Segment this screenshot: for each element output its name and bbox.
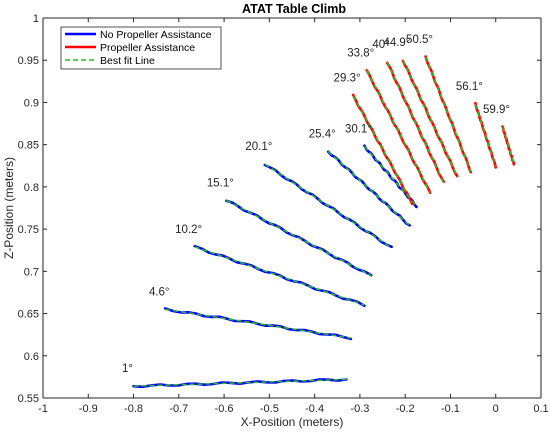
angle-label: 56.1° (456, 81, 483, 93)
legend-label-fit: Best fit Line (100, 55, 155, 67)
x-tick-label: -0.2 (396, 403, 415, 415)
x-tick-label: -0.6 (215, 403, 234, 415)
x-tick-label: 0.1 (533, 403, 548, 415)
best-fit-line (402, 59, 458, 178)
series-7 (351, 93, 414, 205)
y-axis-label: Z-Position (meters) (2, 157, 16, 259)
series-9 (385, 61, 445, 184)
angle-label: 29.3° (334, 73, 361, 85)
best-fit-line (226, 199, 372, 277)
y-tick-label: 1 (33, 13, 39, 25)
x-tick-label: -1 (38, 403, 48, 415)
best-fit-line (327, 150, 411, 227)
best-fit-line (264, 163, 393, 249)
angle-label: 59.9° (483, 104, 510, 116)
best-fit-line (424, 56, 472, 172)
x-tick-label: -0.3 (350, 403, 369, 415)
y-tick-label: 0.6 (24, 351, 39, 363)
x-tick-label: -0.1 (441, 403, 460, 415)
best-fit-line (366, 70, 431, 194)
best-fit-line (501, 126, 515, 165)
series-0 (132, 378, 348, 389)
best-fit-line (165, 308, 351, 339)
x-tick-label: -0.4 (305, 403, 324, 415)
series-5 (326, 150, 411, 227)
ticks: -1 -0.9 -0.8 -0.7 -0.6 -0.5 -0.4 -0.3 -0.2 -0.1 0 0… (18, 13, 549, 415)
legend: No Propeller Assistance Propeller Assist… (60, 26, 222, 70)
y-tick-label: 0.55 (18, 393, 39, 405)
x-tick-label: -0.8 (124, 403, 143, 415)
series-8 (365, 69, 432, 194)
angle-label: 33.8° (347, 47, 374, 59)
legend-label-no-assist: No Propeller Assistance (100, 29, 212, 41)
angle-label: 30.1° (345, 123, 372, 135)
best-fit-line (133, 378, 347, 387)
angle-label: 50.5° (406, 34, 433, 46)
angle-label: 44.9° (383, 37, 410, 49)
x-tick-label: 0 (493, 403, 499, 415)
angle-label: 4.6° (149, 286, 170, 298)
plot-area (43, 18, 541, 398)
series-11 (424, 55, 473, 174)
angle-labels: 1° 4.6° 10.2° 15.1° 20.1° 25.4° 30.1° 29.3° 33.8… (122, 34, 510, 375)
best-fit-line (194, 246, 365, 306)
angle-label: 20.1° (245, 141, 272, 153)
x-tick-label: -0.5 (260, 403, 279, 415)
series-10 (401, 59, 459, 178)
y-tick-label: 0.95 (18, 55, 39, 67)
axes (42, 17, 542, 399)
y-tick-label: 0.9 (24, 97, 39, 109)
no-assist-trace (163, 307, 353, 341)
best-fit-line (352, 95, 413, 204)
chart-title: ATAT Table Climb (242, 2, 346, 16)
y-tick-label: 0.85 (18, 140, 39, 152)
angle-label: 40° (372, 39, 389, 51)
legend-label-assist: Propeller Assistance (100, 42, 195, 54)
angle-label: 10.2° (175, 224, 202, 236)
y-tick-label: 0.8 (24, 182, 39, 194)
angle-label: 15.1° (207, 177, 234, 189)
series-4 (263, 163, 393, 249)
series-1 (163, 307, 353, 341)
x-tick-label: -0.9 (79, 403, 98, 415)
angle-label: 1° (122, 363, 133, 375)
series-3 (225, 199, 373, 277)
series-layer (132, 55, 516, 389)
y-tick-label: 0.65 (18, 309, 39, 321)
x-tick-label: -0.7 (169, 403, 188, 415)
best-fit-line (386, 61, 445, 183)
x-axis-label: X-Position (meters) (241, 415, 344, 429)
series-2 (193, 244, 366, 307)
series-12 (474, 101, 497, 169)
series-13 (501, 125, 516, 166)
angle-label: 25.4° (309, 128, 336, 140)
y-tick-label: 0.7 (24, 266, 39, 278)
best-fit-line (474, 103, 497, 167)
y-tick-label: 0.75 (18, 224, 39, 236)
